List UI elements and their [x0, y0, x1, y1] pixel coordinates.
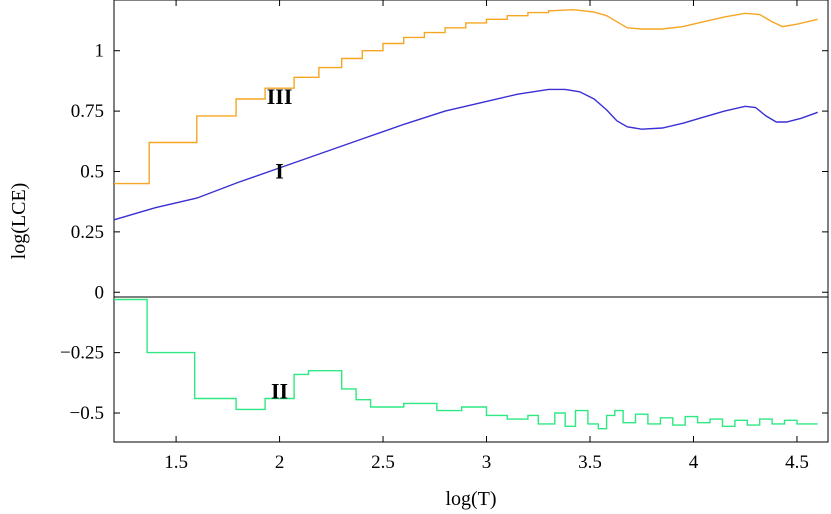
y-tick-label: 1	[95, 41, 105, 62]
y-tick-label: −0.25	[60, 343, 104, 364]
series-line-III	[114, 8, 818, 185]
tick-marks	[114, 0, 828, 442]
x-axis-label: log(T)	[445, 488, 496, 510]
y-tick-label: 0	[95, 282, 105, 303]
curve-label-III: III	[267, 84, 293, 109]
x-tick-label: 4.5	[785, 452, 809, 473]
y-tick-label: 0.75	[71, 101, 104, 122]
curve-label-II: II	[271, 379, 288, 404]
y-tick-label: 0.25	[71, 222, 104, 243]
x-tick-label: 2.5	[371, 452, 395, 473]
plot-frame	[113, 0, 829, 443]
series-line-I	[113, 88, 818, 221]
series-line-II	[114, 298, 818, 430]
tick-labels: 1.5 2 2.5 3 3.5 4 4.5 1 0.75 0.5 0.25 0 −0.25 −0.5	[60, 41, 809, 473]
x-tick-label: 3.5	[578, 452, 602, 473]
series-layer	[113, 8, 818, 430]
y-tick-label: 0.5	[80, 161, 104, 182]
curve-label-I: I	[275, 159, 284, 184]
y-tick-label: −0.5	[70, 403, 104, 424]
x-tick-label: 1.5	[164, 452, 188, 473]
x-tick-label: 4	[689, 452, 699, 473]
y-axis-label: log(LCE)	[8, 183, 30, 260]
x-tick-label: 3	[482, 452, 492, 473]
x-tick-label: 2	[275, 452, 285, 473]
